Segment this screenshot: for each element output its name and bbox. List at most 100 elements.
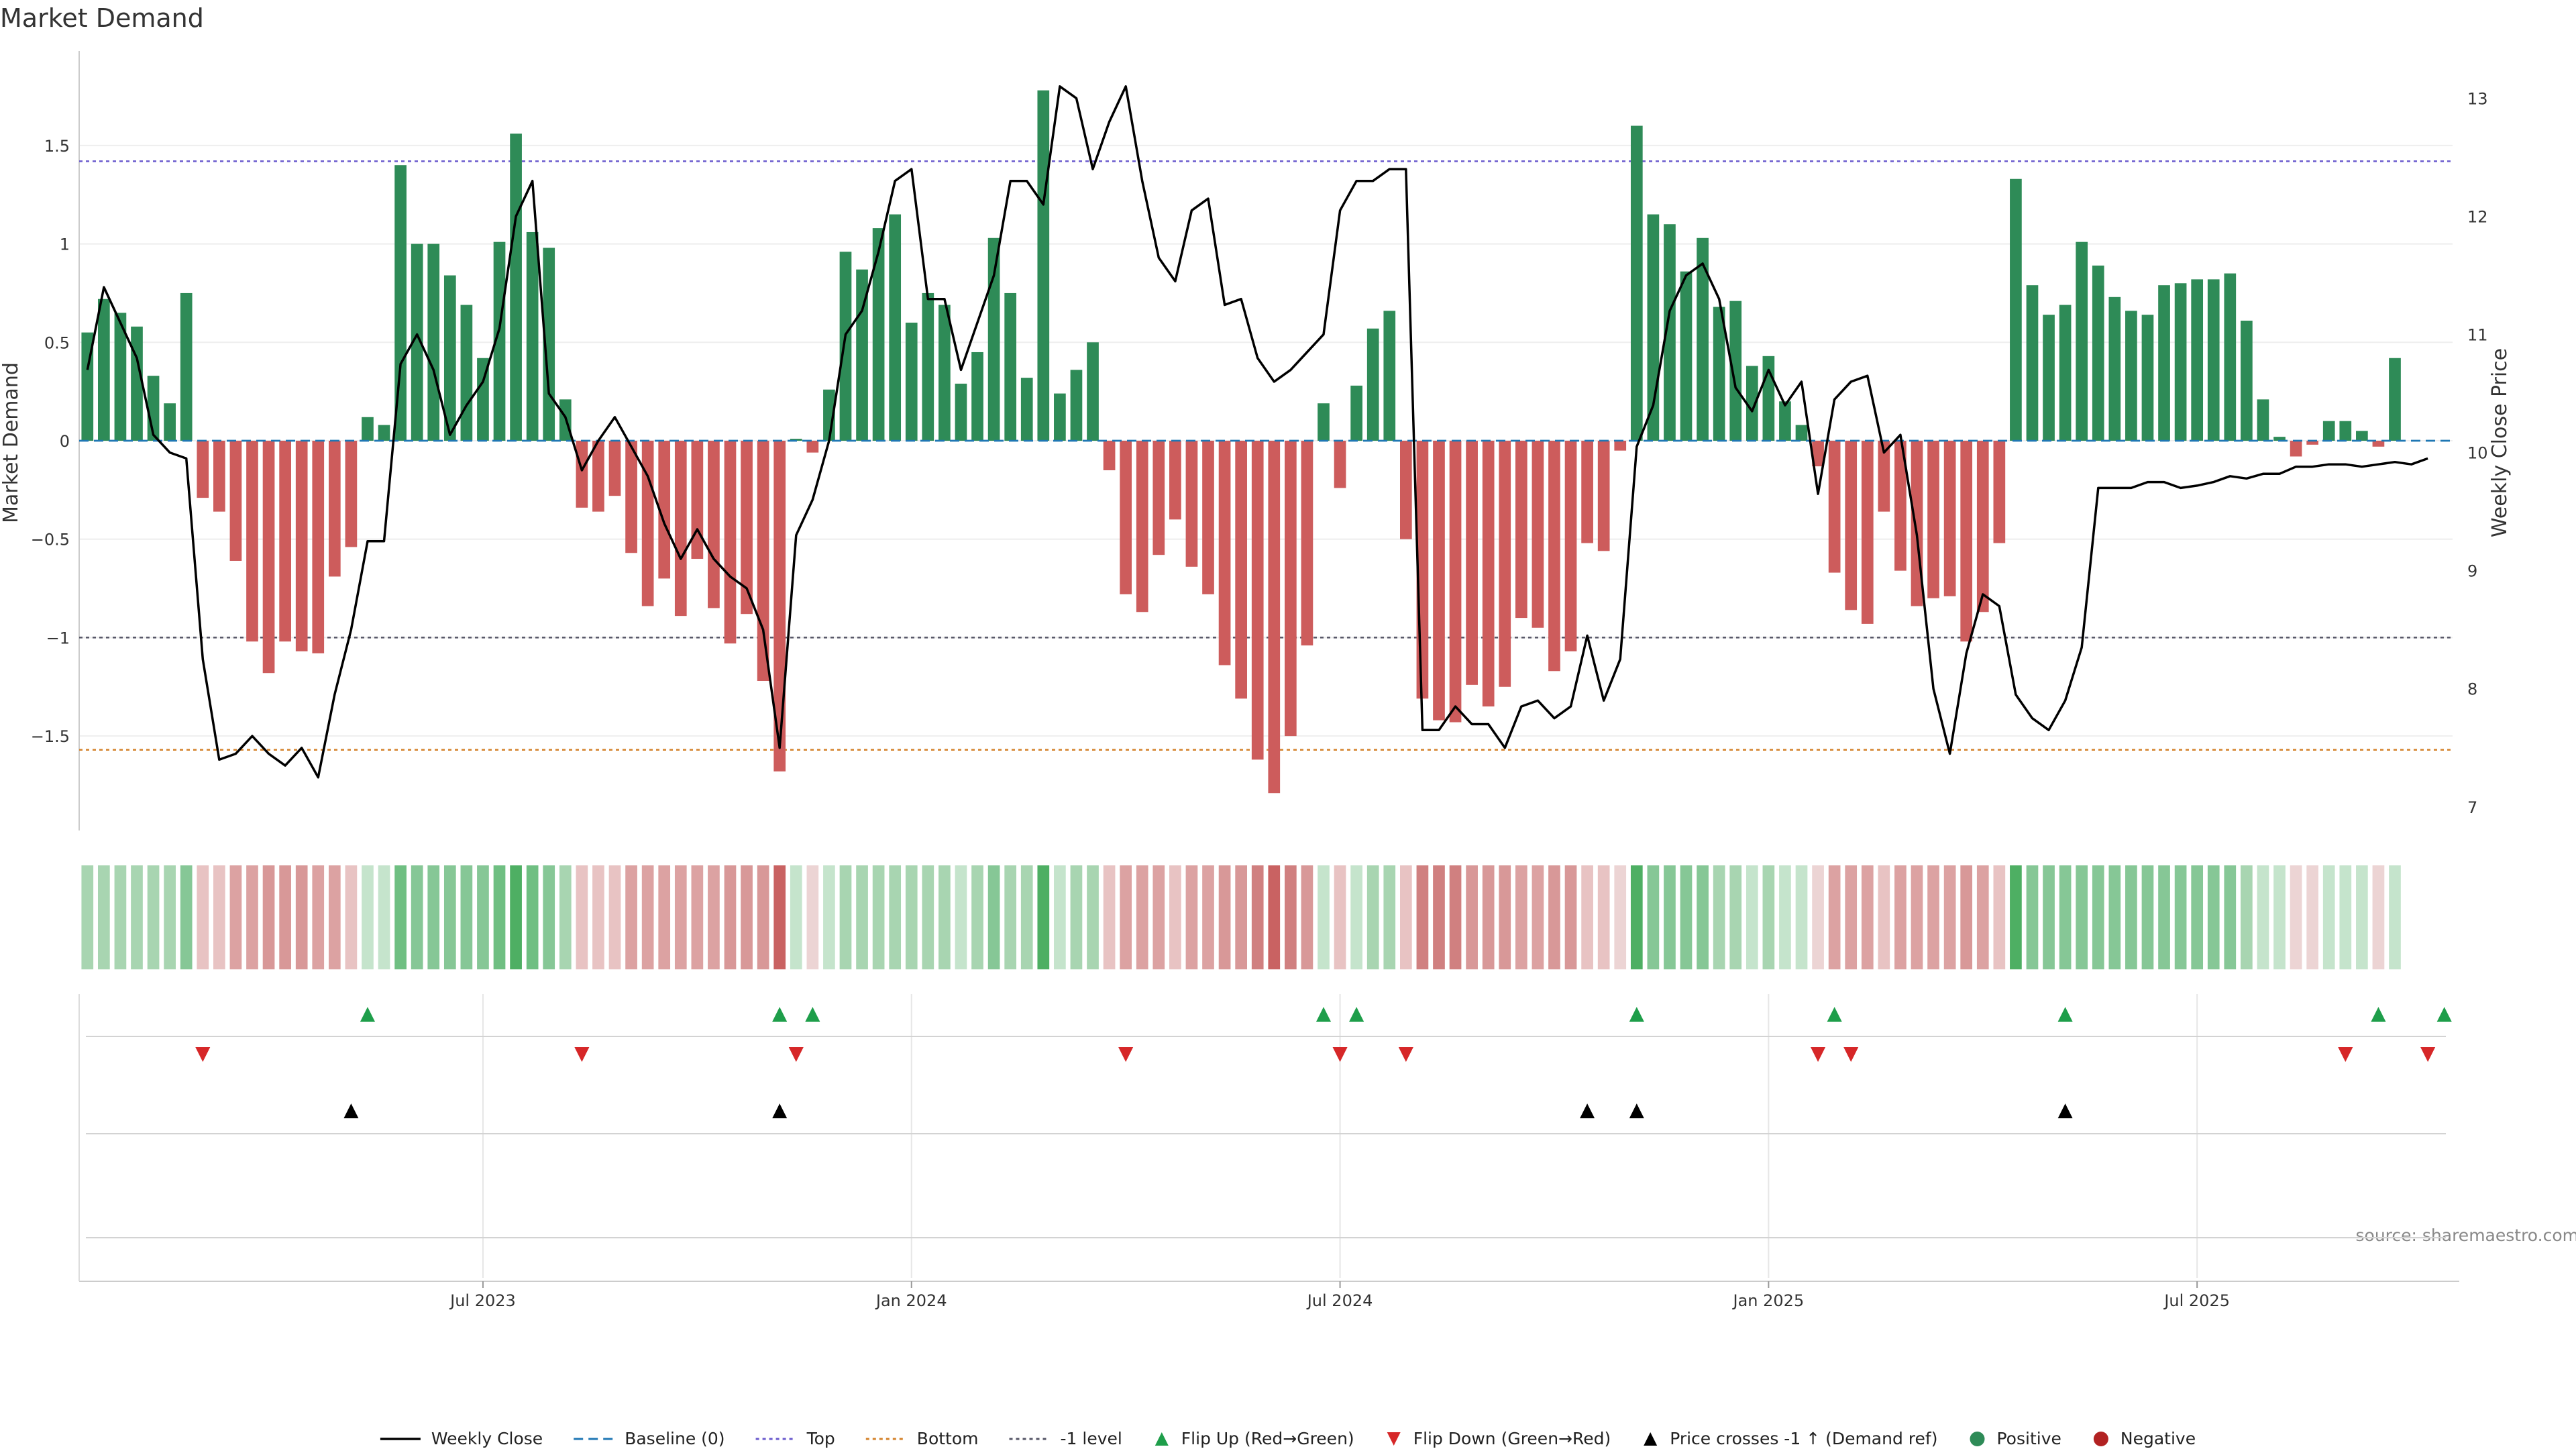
demand-bar: [1779, 401, 1791, 441]
strip-cell: [1020, 865, 1033, 969]
demand-bar: [1976, 441, 1989, 612]
demand-bar: [1433, 441, 1445, 720]
demand-bar: [229, 441, 242, 561]
strip-cell: [362, 865, 374, 969]
demand-bar: [1285, 441, 1297, 737]
strip-cell: [1746, 865, 1758, 969]
strip-cell: [1647, 865, 1660, 969]
demand-bar: [1729, 301, 1742, 441]
legend-swatch: [1644, 1432, 1658, 1446]
demand-bar: [1515, 441, 1527, 619]
demand-bar: [2158, 285, 2170, 441]
strip-cell: [2174, 865, 2187, 969]
y-tick-label: 1: [60, 235, 70, 254]
legend-label: Price crosses -1 ↑ (Demand ref): [1670, 1429, 1937, 1448]
demand-bar: [592, 441, 604, 512]
strip-cell: [279, 865, 291, 969]
demand-bar: [2207, 279, 2220, 441]
legend-swatch: [2093, 1432, 2108, 1446]
demand-bar: [2273, 437, 2286, 441]
flip-down-marker: [2420, 1047, 2436, 1062]
demand-bar: [1366, 328, 1379, 441]
legend-label: Top: [806, 1429, 835, 1448]
strip-cell: [1515, 865, 1527, 969]
legend-item: Top: [755, 1429, 835, 1448]
demand-bar: [1927, 441, 1939, 598]
demand-bar: [1037, 90, 1050, 441]
strip-cell: [1911, 865, 1923, 969]
strip-cell: [1350, 865, 1362, 969]
strip-cell: [625, 865, 637, 969]
demand-bar: [279, 441, 291, 642]
demand-bar: [2059, 305, 2072, 441]
demand-bar: [1399, 441, 1412, 539]
strip-cell: [1927, 865, 1939, 969]
demand-bar: [1169, 441, 1181, 520]
strip-cell: [559, 865, 572, 969]
strip-cell: [2158, 865, 2170, 969]
demand-bar: [1350, 385, 1362, 441]
flip-down-marker: [574, 1047, 590, 1062]
demand-bar: [345, 441, 358, 547]
strip-cell: [543, 865, 555, 969]
demand-bar: [2026, 285, 2039, 441]
demand-bar: [2043, 315, 2055, 441]
demand-bar: [2191, 279, 2204, 441]
strip-cell: [1976, 865, 1989, 969]
demand-bar: [1070, 370, 1083, 441]
strip-cell: [1861, 865, 1874, 969]
strip-cell: [2356, 865, 2368, 969]
y2-tick-label: 12: [2467, 207, 2488, 226]
legend-label: Baseline (0): [625, 1429, 724, 1448]
strip-cell: [213, 865, 225, 969]
strip-cell: [922, 865, 934, 969]
strip-cell: [295, 865, 308, 969]
demand-bar: [1202, 441, 1214, 594]
strip-cell: [1383, 865, 1396, 969]
y2-axis-title: Weekly Close Price: [2488, 348, 2512, 537]
demand-bar: [493, 241, 506, 441]
demand-bar: [1664, 224, 1676, 441]
strip-cell: [2125, 865, 2137, 969]
strip-cell: [1581, 865, 1593, 969]
strip-cell: [691, 865, 704, 969]
strip-cell: [1795, 865, 1808, 969]
strip-cell: [2059, 865, 2072, 969]
demand-bar: [674, 441, 687, 616]
strip-cell: [2043, 865, 2055, 969]
demand-bar: [1564, 441, 1577, 651]
demand-bar: [905, 322, 918, 441]
demand-bar: [1087, 342, 1099, 441]
strip-cell: [345, 865, 358, 969]
flip-up-marker: [2371, 1007, 2386, 1022]
chart-title: Market Demand: [0, 3, 204, 33]
demand-bar: [1878, 441, 1890, 512]
y-ticks-layer: −1.5 −1 −0.5 0 0.5 1 1.5: [31, 137, 70, 746]
demand-bar: [1301, 441, 1313, 646]
strip-cell: [477, 865, 489, 969]
price-line: [86, 85, 2428, 779]
strip-cell: [1993, 865, 2006, 969]
demand-bar: [2257, 399, 2269, 441]
demand-bar: [477, 358, 489, 441]
demand-bar: [856, 269, 868, 441]
demand-bar: [1614, 441, 1627, 451]
strip-cell: [98, 865, 110, 969]
strip-cell: [164, 865, 176, 969]
strip-cell: [493, 865, 506, 969]
demand-bar: [1795, 425, 1808, 441]
strip-cell: [1630, 865, 1643, 969]
strip-cell: [1004, 865, 1017, 969]
legend-swatch: [1387, 1432, 1401, 1446]
demand-bar: [1746, 366, 1758, 441]
flip-down-marker: [788, 1047, 804, 1062]
demand-bar: [1630, 125, 1643, 441]
strip-cell: [1664, 865, 1676, 969]
demand-bar: [757, 441, 769, 681]
strip-cell: [1251, 865, 1264, 969]
demand-bar: [443, 275, 456, 441]
strip-cell: [889, 865, 902, 969]
flip-up-marker: [772, 1007, 788, 1022]
strip-cell: [576, 865, 588, 969]
flip-down-marker: [1332, 1047, 1348, 1062]
